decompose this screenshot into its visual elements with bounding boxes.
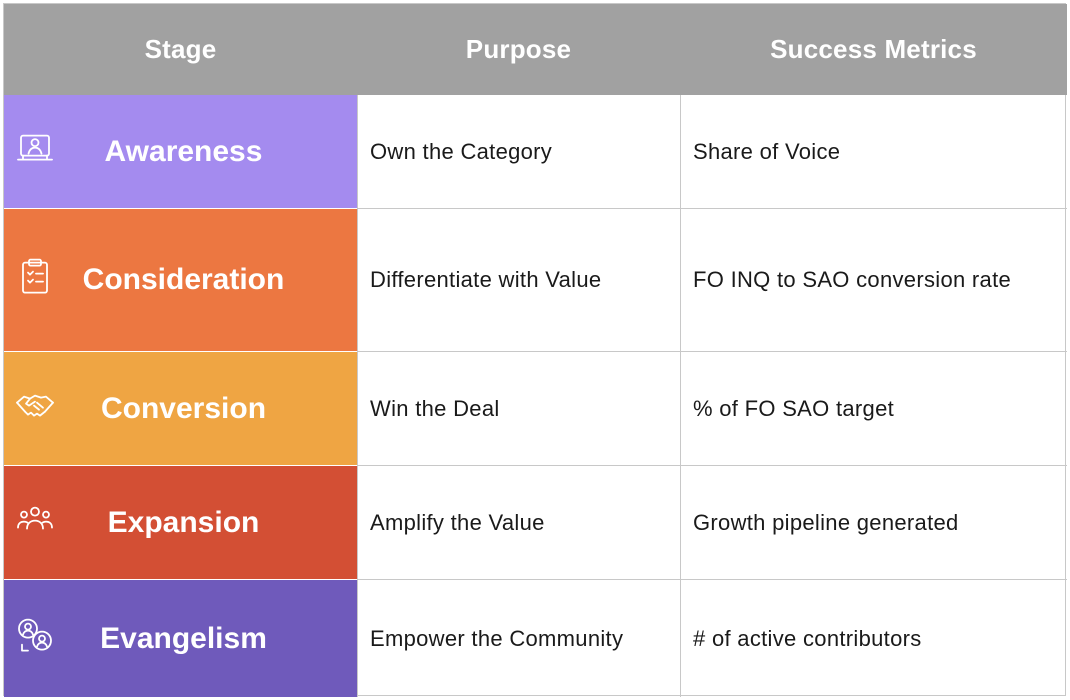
funnel-stage-table: Stage Purpose Success Metrics Awareness … [3, 3, 1067, 697]
stage-label: Evangelism [100, 621, 267, 655]
handshake-icon [14, 384, 56, 426]
stage-cell-awareness: Awareness [4, 95, 357, 209]
header-purpose: Purpose [357, 4, 680, 95]
purpose-cell: Win the Deal [357, 352, 680, 466]
purpose-cell: Own the Category [357, 95, 680, 209]
stage-cell-expansion: Expansion [4, 466, 357, 580]
header-stage: Stage [4, 4, 357, 95]
stage-cell-consideration: Consideration [4, 209, 357, 352]
metric-cell: FO INQ to SAO conversion rate [680, 209, 1067, 352]
presenter-screen-icon [14, 127, 56, 169]
purpose-cell: Differentiate with Value [357, 209, 680, 352]
stage-label: Awareness [104, 134, 263, 168]
clipboard-checklist-icon [14, 256, 56, 298]
purpose-cell: Empower the Community [357, 580, 680, 697]
community-speakers-icon [14, 614, 56, 656]
metric-cell: Growth pipeline generated [680, 466, 1067, 580]
metric-cell: % of FO SAO target [680, 352, 1067, 466]
stage-label: Expansion [107, 505, 260, 539]
stage-label: Conversion [100, 391, 267, 425]
header-success-metrics: Success Metrics [680, 4, 1067, 95]
purpose-cell: Amplify the Value [357, 466, 680, 580]
group-people-icon [14, 498, 56, 540]
metric-cell: Share of Voice [680, 95, 1067, 209]
stage-cell-conversion: Conversion [4, 352, 357, 466]
stage-label: Consideration [82, 263, 285, 296]
metric-cell: # of active contributors [680, 580, 1067, 697]
stage-cell-evangelism: Evangelism [4, 580, 357, 697]
